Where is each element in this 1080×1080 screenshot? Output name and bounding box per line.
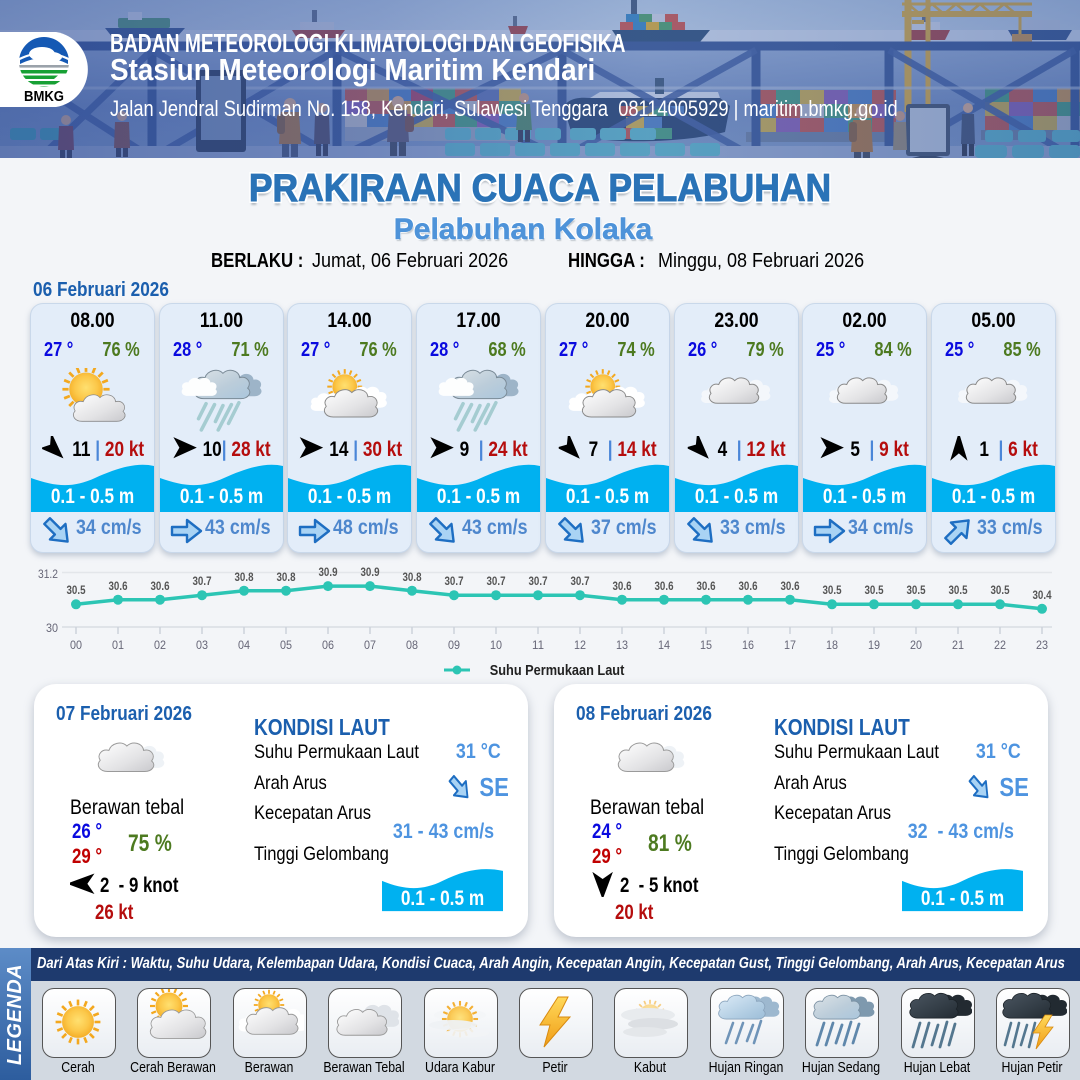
svg-text:23: 23 bbox=[1036, 638, 1048, 652]
svg-text:07: 07 bbox=[364, 638, 376, 652]
svg-text:30.6: 30.6 bbox=[655, 579, 674, 593]
svg-text:15: 15 bbox=[700, 638, 712, 652]
svg-text:06: 06 bbox=[322, 638, 334, 652]
svg-text:30.6: 30.6 bbox=[697, 579, 716, 593]
svg-text:17: 17 bbox=[784, 638, 796, 652]
svg-text:30.6: 30.6 bbox=[739, 579, 758, 593]
svg-text:30.5: 30.5 bbox=[949, 583, 968, 597]
svg-text:03: 03 bbox=[196, 638, 208, 652]
svg-text:30.6: 30.6 bbox=[109, 579, 128, 593]
svg-text:20: 20 bbox=[910, 638, 922, 652]
svg-text:21: 21 bbox=[952, 638, 964, 652]
svg-text:19: 19 bbox=[868, 638, 880, 652]
svg-text:30.7: 30.7 bbox=[571, 574, 590, 588]
svg-text:30.7: 30.7 bbox=[487, 574, 506, 588]
svg-text:30.6: 30.6 bbox=[781, 579, 800, 593]
svg-text:30.5: 30.5 bbox=[991, 583, 1010, 597]
svg-text:08: 08 bbox=[406, 638, 418, 652]
svg-text:BMKG: BMKG bbox=[24, 89, 64, 105]
svg-text:30.7: 30.7 bbox=[529, 574, 548, 588]
svg-text:13: 13 bbox=[616, 638, 628, 652]
svg-text:10: 10 bbox=[490, 638, 502, 652]
svg-text:30.8: 30.8 bbox=[403, 570, 422, 584]
svg-text:30.8: 30.8 bbox=[235, 570, 254, 584]
svg-text:14: 14 bbox=[658, 638, 670, 652]
svg-text:30.5: 30.5 bbox=[823, 583, 842, 597]
svg-text:30.7: 30.7 bbox=[193, 574, 212, 588]
svg-text:16: 16 bbox=[742, 638, 754, 652]
svg-text:30.4: 30.4 bbox=[1033, 588, 1052, 602]
svg-text:05: 05 bbox=[280, 638, 292, 652]
svg-text:12: 12 bbox=[574, 638, 586, 652]
svg-text:02: 02 bbox=[154, 638, 166, 652]
svg-text:30.9: 30.9 bbox=[361, 565, 380, 579]
svg-text:30.5: 30.5 bbox=[907, 583, 926, 597]
svg-text:04: 04 bbox=[238, 638, 250, 652]
svg-text:30.8: 30.8 bbox=[277, 570, 296, 584]
svg-text:18: 18 bbox=[826, 638, 838, 652]
svg-text:30.7: 30.7 bbox=[445, 574, 464, 588]
svg-text:00: 00 bbox=[70, 638, 82, 652]
svg-text:30.9: 30.9 bbox=[319, 565, 338, 579]
svg-text:30.5: 30.5 bbox=[67, 583, 86, 597]
svg-text:30: 30 bbox=[46, 621, 58, 635]
svg-text:30.6: 30.6 bbox=[151, 579, 170, 593]
svg-text:30.5: 30.5 bbox=[865, 583, 884, 597]
svg-text:31.2: 31.2 bbox=[38, 567, 58, 581]
svg-text:09: 09 bbox=[448, 638, 460, 652]
svg-text:30.6: 30.6 bbox=[613, 579, 632, 593]
svg-text:01: 01 bbox=[112, 638, 124, 652]
svg-text:22: 22 bbox=[994, 638, 1006, 652]
svg-text:11: 11 bbox=[532, 638, 544, 652]
